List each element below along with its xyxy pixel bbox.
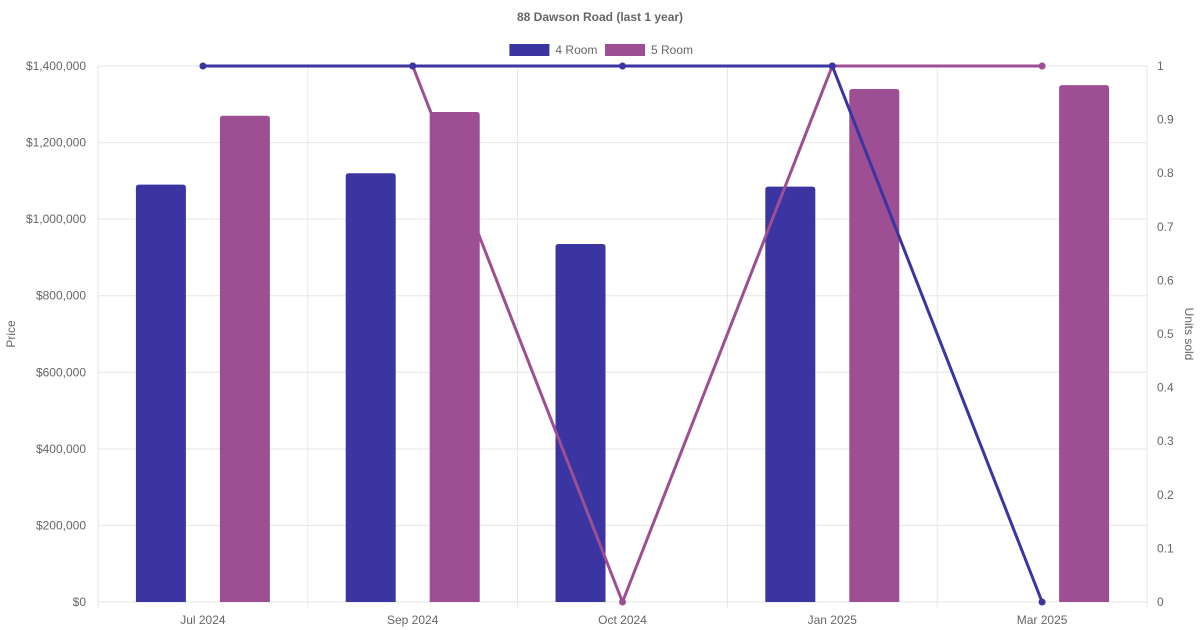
- y-left-tick-label: $1,000,000: [26, 212, 86, 226]
- y-right-tick-label: 1: [1157, 59, 1164, 73]
- y-right-tick-label: 0.4: [1157, 381, 1174, 395]
- y-right-tick-label: 0.1: [1157, 541, 1174, 555]
- bar-4-room: [765, 186, 816, 602]
- x-tick-label: Sep 2024: [387, 613, 439, 627]
- point-5-room: [619, 598, 626, 606]
- legend-swatch-5-room: [605, 44, 645, 56]
- legend-swatch-4-room: [509, 44, 550, 56]
- y-right-tick-label: 0: [1157, 595, 1164, 609]
- x-tick-label: Jul 2024: [180, 613, 226, 627]
- x-axis-ticks: Jul 2024 Sep 2024 Oct 2024 Jan 2025 Mar 2025: [180, 613, 1068, 627]
- y-left-tick-label: $200,000: [36, 518, 86, 532]
- bar-5-room: [219, 115, 270, 603]
- y-left-tick-label: $0: [73, 595, 87, 609]
- series-lines: [202, 64, 1044, 604]
- y-axis-right-ticks: 0 0.1 0.2 0.3 0.4 0.5 0.6 0.7 0.8 0.9 1: [1157, 59, 1174, 609]
- y-axis-left-title: Price: [4, 320, 18, 348]
- line-4-room: [202, 64, 1044, 603]
- y-axis-left-ticks: $0 $200,000 $400,000 $600,000 $800,000 $1,000…: [26, 59, 86, 609]
- y-axis-right-title: Units sold: [1182, 308, 1196, 361]
- bar-4-room: [135, 184, 186, 602]
- y-right-tick-label: 0.7: [1157, 220, 1174, 234]
- y-left-tick-label: $400,000: [36, 442, 86, 456]
- y-right-tick-label: 0.5: [1157, 327, 1174, 341]
- y-right-tick-label: 0.9: [1157, 113, 1174, 127]
- point-5-room: [1038, 62, 1046, 70]
- legend-label-4-room: 4 Room: [555, 43, 597, 57]
- chart-title: 88 Dawson Road (last 1 year): [517, 10, 683, 24]
- y-left-tick-label: $600,000: [36, 365, 86, 379]
- x-tick-label: Mar 2025: [1017, 613, 1068, 627]
- y-left-tick-label: $1,200,000: [26, 136, 86, 150]
- point-4-room: [828, 62, 836, 70]
- point-4-room: [1038, 598, 1046, 606]
- y-right-tick-label: 0.2: [1157, 488, 1174, 502]
- line-5-room: [411, 64, 1043, 604]
- point-4-room: [619, 62, 626, 70]
- y-left-tick-label: $800,000: [36, 289, 86, 303]
- bar-4-room: [345, 173, 396, 602]
- point-4-room: [199, 62, 207, 70]
- x-tick-label: Oct 2024: [598, 613, 647, 627]
- x-tick-label: Jan 2025: [808, 613, 858, 627]
- y-left-tick-label: $1,400,000: [26, 59, 86, 73]
- bar-5-room: [1059, 85, 1110, 602]
- y-right-tick-label: 0.3: [1157, 434, 1174, 448]
- bar-4-room: [555, 244, 606, 602]
- legend-label-5-room: 5 Room: [651, 43, 693, 57]
- bar-5-room: [849, 88, 900, 602]
- bars: [135, 85, 1110, 603]
- legend: 4 Room 5 Room: [509, 43, 693, 57]
- y-right-tick-label: 0.8: [1157, 166, 1174, 180]
- y-right-tick-label: 0.6: [1157, 273, 1174, 287]
- series-points: [199, 62, 1046, 606]
- point-4-room: [409, 62, 417, 70]
- bar-5-room: [429, 111, 480, 602]
